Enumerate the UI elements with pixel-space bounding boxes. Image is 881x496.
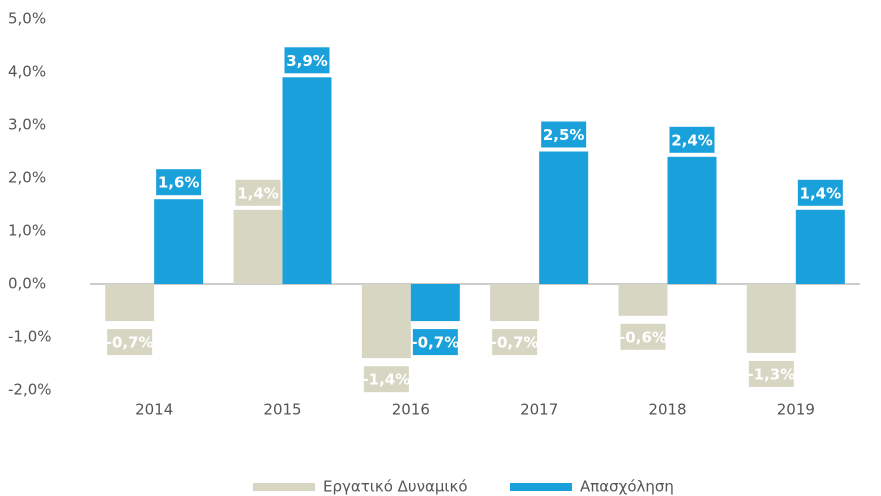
legend-swatch xyxy=(510,483,572,491)
value-label-box xyxy=(363,366,409,393)
value-label-box xyxy=(797,179,843,206)
value-label-box xyxy=(284,47,330,74)
value-label: 1,6% xyxy=(158,174,200,192)
value-label: 2,5% xyxy=(543,126,585,144)
y-tick-label: 5,0% xyxy=(8,10,46,28)
value-label-box xyxy=(156,169,202,196)
value-label: -0,7% xyxy=(106,334,154,352)
bar xyxy=(410,284,460,322)
bar xyxy=(539,151,589,284)
x-tick-label: 2019 xyxy=(777,401,815,419)
y-tick-label: 3,0% xyxy=(8,116,46,134)
value-label-box xyxy=(107,329,153,356)
y-tick-label: 2,0% xyxy=(8,169,46,187)
bar xyxy=(667,156,717,284)
bar xyxy=(490,284,540,322)
bar xyxy=(618,284,668,316)
y-tick-label: 0,0% xyxy=(8,275,46,293)
value-label-box xyxy=(748,360,794,387)
value-label: -1,3% xyxy=(747,365,795,383)
value-label-box xyxy=(669,126,715,153)
y-tick-label: 1,0% xyxy=(8,222,46,240)
value-label: -0,7% xyxy=(411,334,459,352)
bar xyxy=(795,209,845,284)
value-label: -1,4% xyxy=(362,371,410,389)
value-label: 1,4% xyxy=(237,184,279,202)
y-tick-label: 4,0% xyxy=(8,63,46,81)
legend-label: Εργατικό Δυναμικό xyxy=(323,478,468,496)
x-tick-label: 2016 xyxy=(392,401,430,419)
bar xyxy=(361,284,411,359)
x-tick-label: 2017 xyxy=(520,401,558,419)
bar xyxy=(105,284,155,322)
value-label: 3,9% xyxy=(286,52,328,70)
bar xyxy=(746,284,796,353)
value-label-box xyxy=(620,323,666,350)
bar xyxy=(282,77,332,284)
value-label-box xyxy=(541,121,587,148)
x-tick-label: 2018 xyxy=(648,401,686,419)
value-label: -0,7% xyxy=(491,334,539,352)
bar xyxy=(233,209,283,284)
value-label-box xyxy=(492,329,538,356)
bar xyxy=(154,199,204,284)
y-tick-label: -2,0% xyxy=(8,381,52,399)
y-tick-label: -1,0% xyxy=(8,328,52,346)
legend-swatch xyxy=(253,483,315,491)
value-label: 1,4% xyxy=(800,184,842,202)
value-label: -0,6% xyxy=(619,328,667,346)
value-label-box xyxy=(412,329,458,356)
x-tick-label: 2015 xyxy=(263,401,301,419)
legend-label: Απασχόληση xyxy=(580,478,674,496)
value-label-box xyxy=(235,179,281,206)
x-tick-label: 2014 xyxy=(135,401,173,419)
value-label: 2,4% xyxy=(671,131,713,149)
